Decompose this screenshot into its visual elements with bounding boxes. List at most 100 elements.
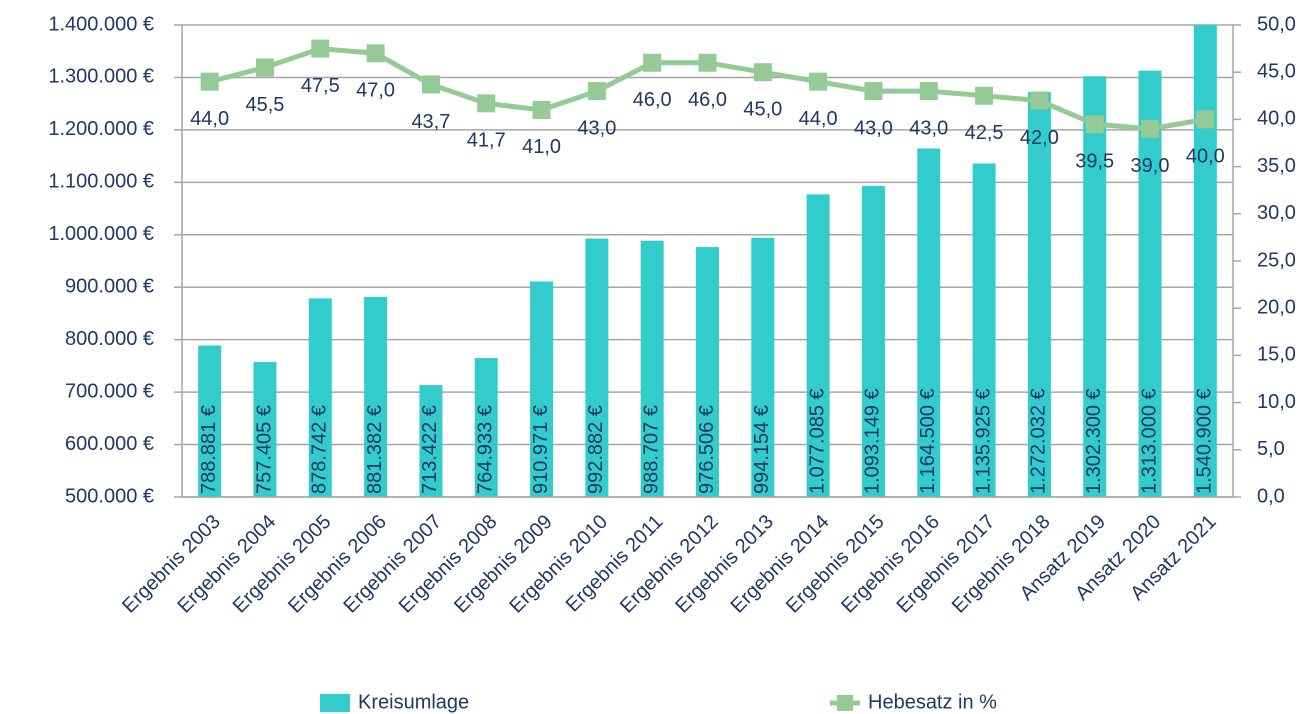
x-tick-label: Ergebnis 2016 [837, 511, 944, 618]
y2-tick-label: 30,0 [1257, 202, 1296, 224]
y2-tick-label: 50,0 [1257, 13, 1296, 35]
bar-value-label: 1.313.000 € [1138, 388, 1160, 494]
line-marker [587, 82, 606, 101]
bar-value-label: 1.540.900 € [1194, 388, 1216, 494]
line-value-label: 43,0 [577, 117, 616, 139]
y2-tick-label: 10,0 [1257, 391, 1296, 413]
y-tick-label: 500.000 € [65, 485, 154, 507]
x-tick-label: Ergebnis 2015 [782, 511, 889, 618]
bar [308, 298, 332, 497]
bar [585, 238, 609, 497]
y2-tick-label: 15,0 [1257, 344, 1296, 366]
plot-area [198, 25, 1217, 497]
x-tick-label: Ergebnis 2014 [727, 511, 834, 618]
bar [861, 185, 885, 497]
bar [198, 345, 222, 497]
line-marker [753, 63, 772, 82]
bar-value-label: 757.405 € [253, 405, 275, 494]
bar-value-label: 910.971 € [530, 405, 552, 494]
legend-marker [837, 695, 853, 711]
line-marker [698, 53, 717, 72]
legend-swatch [320, 694, 350, 712]
line-value-label: 46,0 [633, 89, 672, 111]
x-tick-label: Ergebnis 2017 [893, 511, 1000, 618]
y2-tick-label: 0,0 [1257, 485, 1285, 507]
bar [972, 163, 996, 497]
x-tick-label: Ergebnis 2003 [118, 511, 225, 618]
line-value-label: 45,5 [246, 94, 285, 116]
bar-value-label: 788.881 € [198, 405, 220, 494]
x-tick-label: Ergebnis 2005 [229, 511, 336, 618]
x-tick-label: Ergebnis 2010 [505, 511, 612, 618]
x-tick-label: Ergebnis 2006 [284, 511, 391, 618]
bar [917, 148, 941, 497]
y2-tick-label: 35,0 [1257, 155, 1296, 177]
bar [364, 296, 388, 497]
y-tick-label: 1.000.000 € [48, 223, 154, 245]
bar [1193, 25, 1217, 497]
line-marker [532, 100, 551, 119]
line-value-label: 43,7 [411, 111, 450, 133]
bar-value-label: 713.422 € [419, 405, 441, 494]
line-value-label: 46,0 [688, 89, 727, 111]
line-value-label: 39,0 [1131, 155, 1170, 177]
bar [640, 240, 664, 497]
line-value-label: 41,0 [522, 136, 561, 158]
line-marker [1141, 119, 1160, 138]
x-tick-label: Ergebnis 2009 [450, 511, 557, 618]
y2-tick-label: 25,0 [1257, 249, 1296, 271]
line-value-label: 40,0 [1186, 146, 1225, 168]
y-tick-label: 600.000 € [65, 433, 154, 455]
line-value-label: 43,0 [854, 117, 893, 139]
bar-value-label: 1.302.300 € [1083, 388, 1105, 494]
y-tick-label: 1.300.000 € [48, 66, 154, 88]
line-value-label: 44,0 [799, 108, 838, 130]
x-tick-label: Ergebnis 2011 [562, 511, 668, 617]
line-value-label: 39,5 [1075, 150, 1114, 172]
line-marker [643, 53, 662, 72]
bar [474, 358, 498, 497]
line-value-label: 47,0 [356, 80, 395, 102]
bar-value-label: 1.077.085 € [806, 388, 828, 494]
bar-value-label: 1.164.500 € [917, 388, 939, 494]
bar [530, 281, 554, 497]
line-value-label: 43,0 [909, 117, 948, 139]
y-tick-label: 1.400.000 € [48, 13, 154, 35]
bar [1027, 92, 1051, 497]
line-value-label: 41,7 [467, 130, 506, 152]
bar-value-label: 994.154 € [751, 405, 773, 494]
line-marker [864, 82, 883, 101]
line-marker [366, 44, 385, 63]
x-tick-label: Ergebnis 2008 [395, 511, 502, 618]
line-marker [1030, 91, 1049, 110]
bar-value-label: 878.742 € [309, 405, 331, 494]
bar-value-label: 764.933 € [475, 405, 497, 494]
bar [419, 385, 443, 497]
bar [751, 237, 775, 497]
y-tick-label: 1.100.000 € [48, 171, 154, 193]
y-tick-label: 800.000 € [65, 328, 154, 350]
line-value-label: 45,0 [743, 98, 782, 120]
x-tick-label: Ergebnis 2018 [948, 511, 1055, 618]
line-value-label: 47,5 [301, 75, 340, 97]
bar [1083, 76, 1107, 497]
line-marker [477, 94, 496, 113]
line-marker [1085, 115, 1104, 134]
line-value-label: 42,0 [1020, 127, 1059, 149]
x-tick-label: Ergebnis 2004 [173, 511, 280, 618]
bar-value-label: 1.135.925 € [972, 388, 994, 494]
x-tick-label: Ergebnis 2007 [339, 511, 446, 618]
y2-tick-label: 45,0 [1257, 60, 1296, 82]
line-value-label: 42,5 [965, 122, 1004, 144]
y-tick-label: 700.000 € [65, 380, 154, 402]
y2-tick-label: 5,0 [1257, 438, 1285, 460]
line-marker [255, 58, 274, 77]
bar [696, 247, 719, 497]
bar-value-label: 976.506 € [696, 405, 718, 494]
y2-tick-label: 20,0 [1257, 296, 1296, 318]
bar-value-label: 1.093.149 € [862, 388, 884, 494]
line-marker [975, 86, 994, 105]
bar [253, 362, 277, 497]
y-tick-label: 900.000 € [65, 276, 154, 298]
